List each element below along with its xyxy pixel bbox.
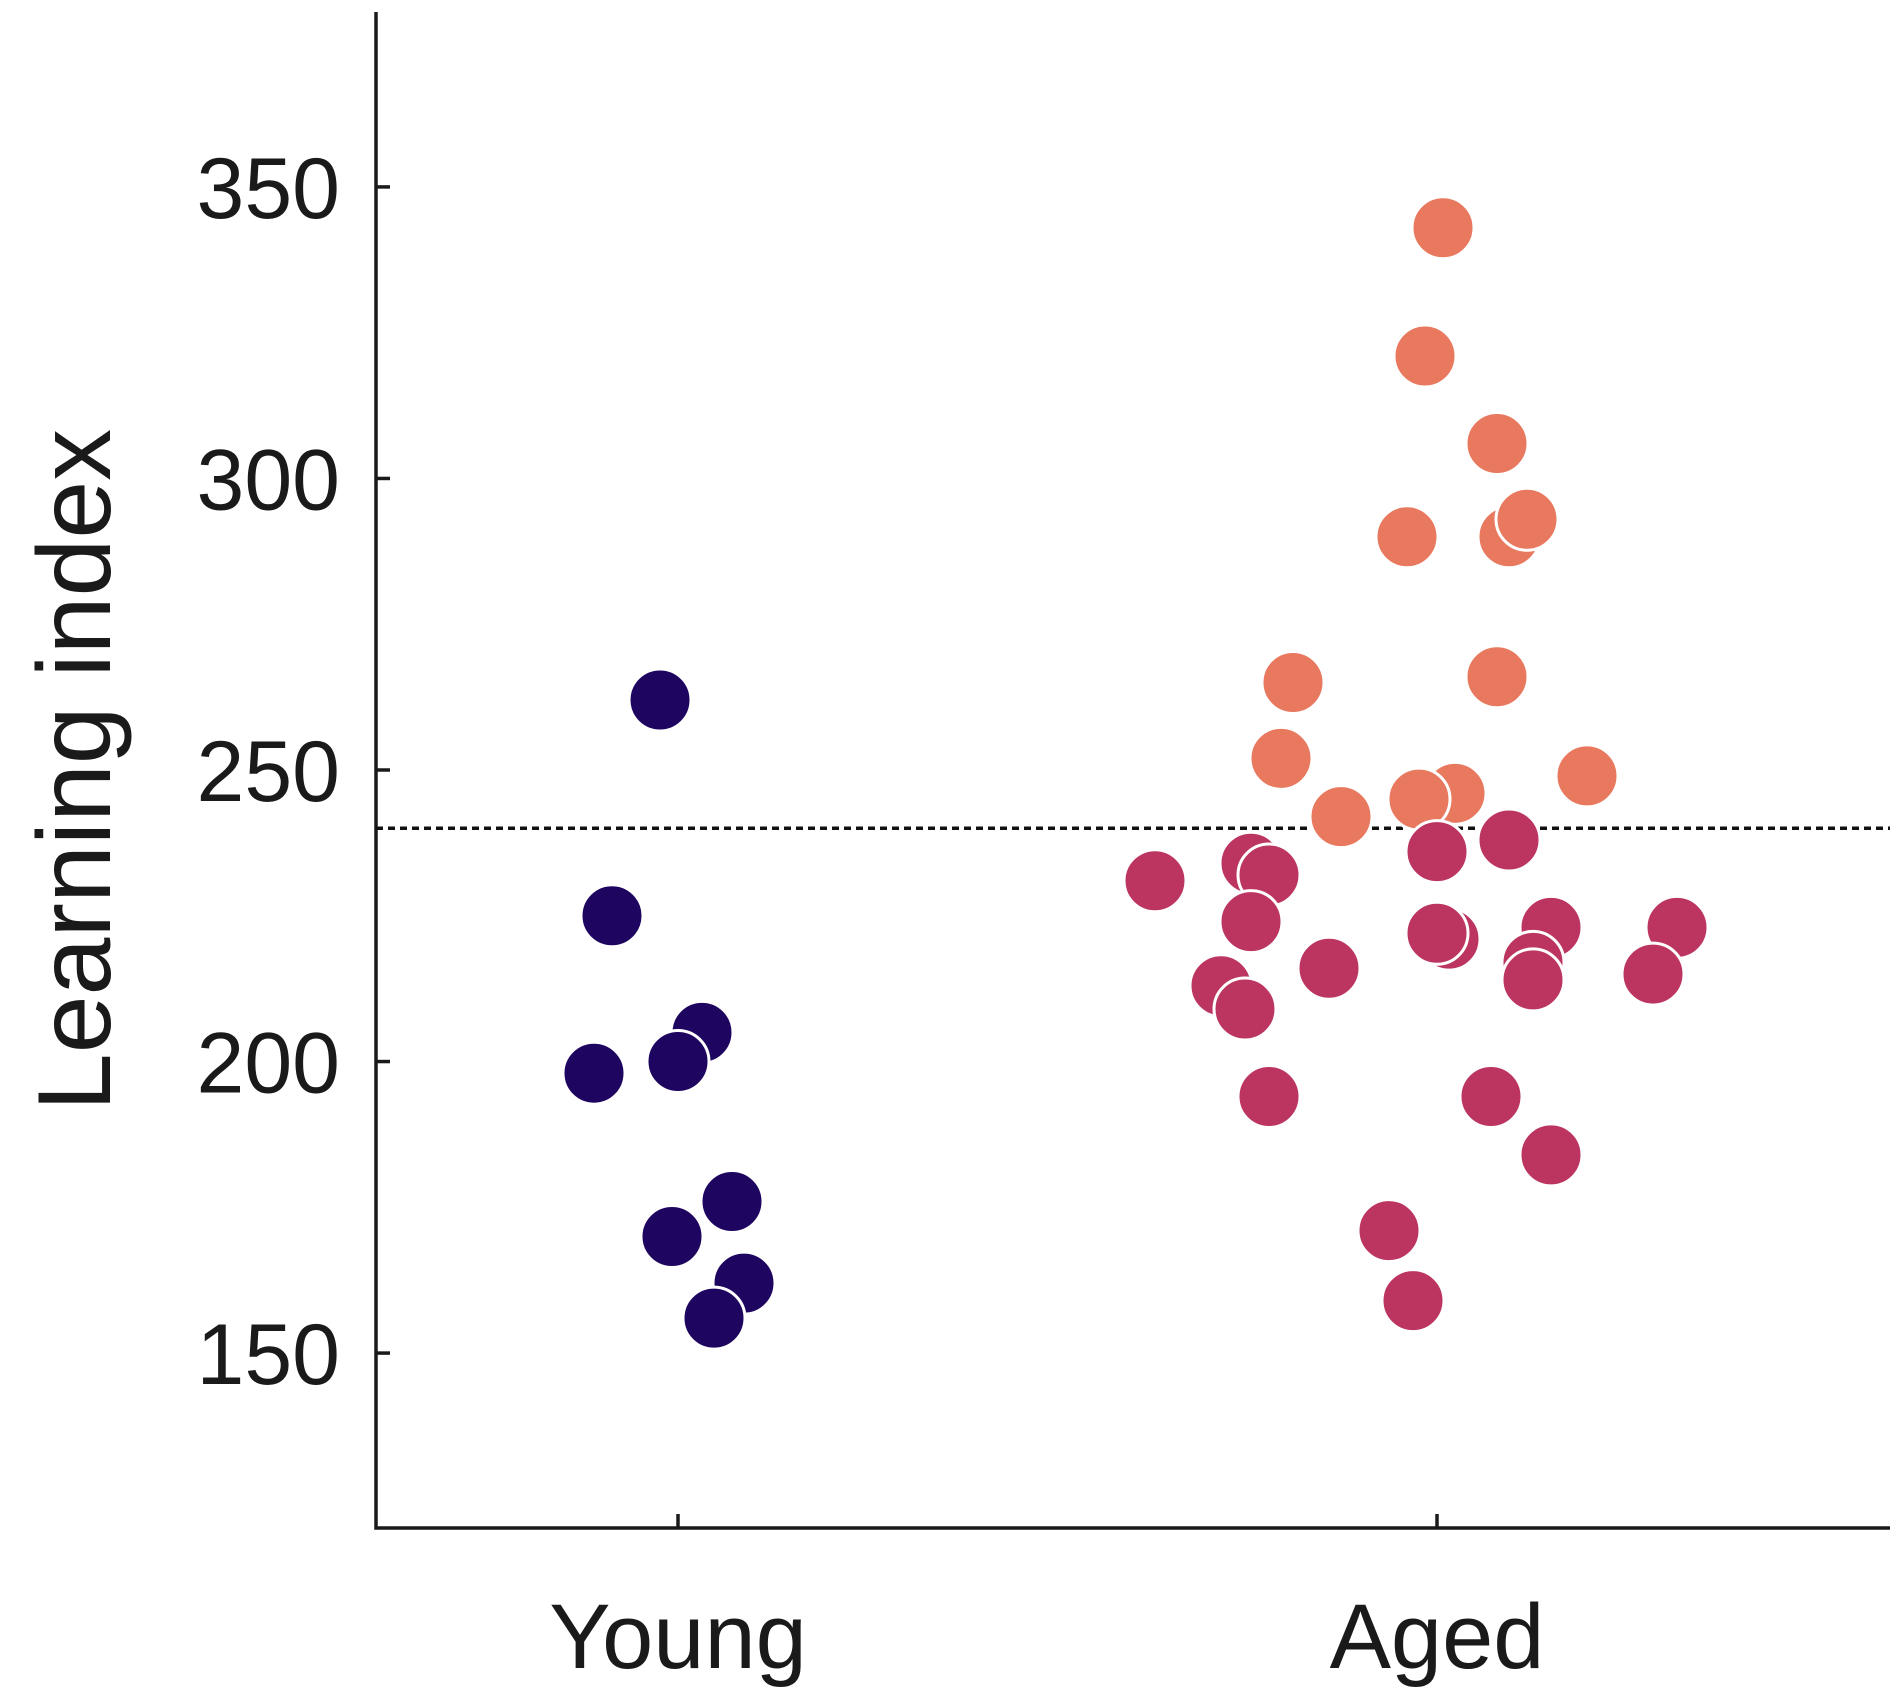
data-point [1500,947,1566,1013]
data-point [1212,976,1278,1042]
data-point [645,1029,711,1095]
data-point [1380,1268,1446,1334]
data-point [1392,323,1458,389]
data-point [1404,819,1470,885]
y-ticks: 150 200 250 300 350 [197,141,390,1403]
data-point [1260,650,1326,716]
data-point [1296,935,1362,1001]
data-point [627,667,693,733]
data-point [1554,743,1620,809]
y-tick-label: 200 [197,1016,341,1112]
data-point [1410,195,1476,261]
data-point [1464,644,1530,710]
data-point [1356,1198,1422,1264]
data-point [1218,889,1284,955]
x-category-label: Aged [1330,1586,1545,1688]
data-point [1404,900,1470,966]
y-tick-label: 300 [197,432,341,528]
data-point [1308,784,1374,850]
y-tick-label: 250 [197,724,341,820]
data-point [639,1203,705,1269]
y-axis-label: Learning index [17,429,133,1111]
axes [374,12,1890,1530]
data-point [1464,410,1530,476]
data-point [1248,725,1314,791]
data-points [561,195,1710,1351]
data-point [561,1040,627,1106]
data-point [1374,504,1440,570]
data-point [1458,1064,1524,1130]
data-point [1620,941,1686,1007]
data-point [1236,1064,1302,1130]
y-tick-label: 350 [197,141,341,237]
x-category-label: Young [549,1586,807,1688]
data-point [1494,486,1560,552]
data-point [1518,1122,1584,1188]
data-point [579,883,645,949]
y-tick-label: 150 [197,1307,341,1403]
data-point [1122,848,1188,914]
data-point [1476,807,1542,873]
axis-lines [374,12,1890,1530]
data-point [681,1285,747,1351]
data-point [699,1168,765,1234]
x-categories: Young Aged [549,1514,1544,1688]
